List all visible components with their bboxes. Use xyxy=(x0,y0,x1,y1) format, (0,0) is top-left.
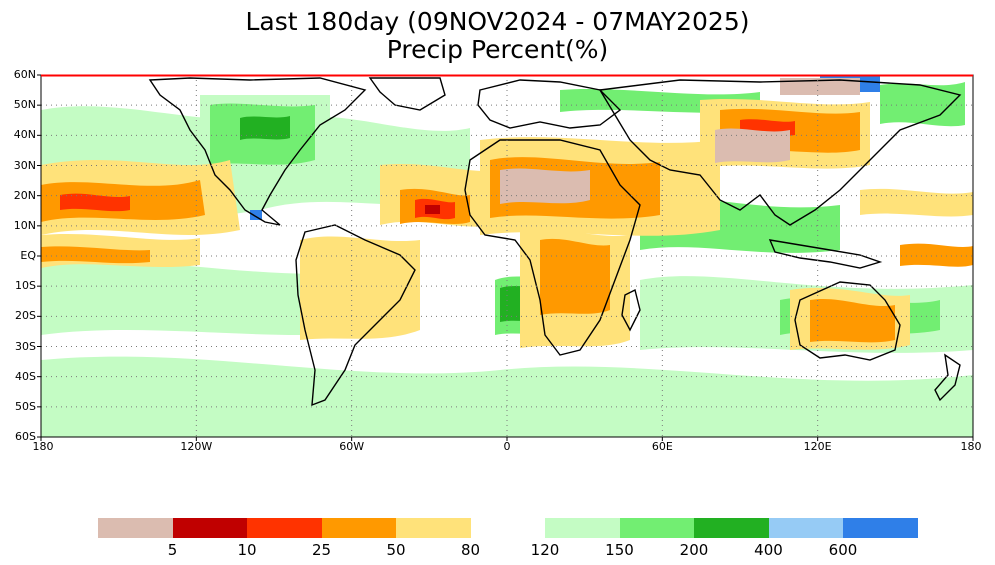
lat-label: 20N xyxy=(13,188,36,202)
map-subtitle: Precip Percent(%) xyxy=(386,35,609,64)
wet-patch xyxy=(250,210,262,220)
lat-label: 50N xyxy=(13,98,36,112)
dry-patch xyxy=(860,188,973,217)
legend-swatch xyxy=(247,518,322,538)
dry-patch xyxy=(300,236,420,340)
lon-label: 180 xyxy=(32,440,54,453)
legend-swatch xyxy=(843,518,918,538)
lon-label: 120E xyxy=(803,440,832,453)
legend-label: 50 xyxy=(386,541,406,559)
legend-label: 600 xyxy=(828,541,858,559)
legend-label: 80 xyxy=(460,541,481,559)
legend-label: 120 xyxy=(530,541,560,559)
legend-swatch xyxy=(98,518,173,538)
legend-swatch xyxy=(694,518,769,538)
lat-label: 10S xyxy=(15,279,36,293)
wet-patch xyxy=(41,261,380,335)
legend-label: 25 xyxy=(311,541,332,559)
lat-label: EQ xyxy=(20,249,36,262)
new-zealand-outline xyxy=(934,353,961,402)
dry-patch xyxy=(500,168,590,204)
coastlines xyxy=(148,77,962,407)
madagascar-outline xyxy=(621,288,641,332)
legend-swatch xyxy=(396,518,471,538)
wet-patch xyxy=(880,82,965,127)
lat-label: 40S xyxy=(15,369,36,383)
legend-label: 200 xyxy=(679,541,709,559)
lat-label: 60N xyxy=(13,68,36,81)
legend-label: 10 xyxy=(237,541,257,559)
legend-swatch xyxy=(321,518,397,538)
lat-label: 30S xyxy=(15,339,36,353)
lon-label: 60E xyxy=(651,440,673,453)
europe-outline xyxy=(477,79,622,129)
legend-swatch xyxy=(768,518,844,538)
legend-label: 5 xyxy=(167,541,178,559)
lon-label: 120W xyxy=(180,440,213,453)
dry-patch xyxy=(60,193,130,212)
dry-patch xyxy=(715,128,790,163)
asia-outline xyxy=(598,79,962,226)
dry-patch xyxy=(540,238,610,315)
precip-anomaly-field xyxy=(41,76,973,437)
wet-patch xyxy=(41,356,973,437)
legend-swatch xyxy=(172,518,248,538)
lat-label: 60S xyxy=(15,430,36,443)
legend-label: 400 xyxy=(754,541,783,559)
lat-label: 40N xyxy=(13,128,36,142)
lat-label: 10N xyxy=(13,218,36,232)
lat-label: 20S xyxy=(15,309,36,323)
graticule xyxy=(41,75,973,437)
lon-label: 180 xyxy=(960,440,982,453)
dry-patch xyxy=(425,205,440,214)
legend-swatch xyxy=(619,518,695,538)
africa-outline xyxy=(464,139,641,356)
legend-swatch xyxy=(545,518,620,538)
wet-patch xyxy=(240,116,290,140)
dry-patch xyxy=(41,246,150,264)
north-america-outline xyxy=(148,77,367,226)
greenland-outline xyxy=(368,77,446,111)
indonesia-outline xyxy=(768,239,883,269)
legend-label: 150 xyxy=(605,541,634,559)
australia-outline xyxy=(794,281,901,361)
lon-label: 60W xyxy=(339,440,365,453)
lat-label: 30N xyxy=(13,158,36,172)
lon-label: 0 xyxy=(503,440,511,453)
dry-patch xyxy=(900,243,973,267)
dry-patch xyxy=(810,298,895,343)
dry-patch xyxy=(780,78,860,95)
south-america-outline xyxy=(295,224,416,407)
map-title: Last 180day (09NOV2024 - 07MAY2025) xyxy=(245,7,750,36)
lat-label: 50S xyxy=(15,399,36,413)
axis-ticks xyxy=(37,74,974,441)
